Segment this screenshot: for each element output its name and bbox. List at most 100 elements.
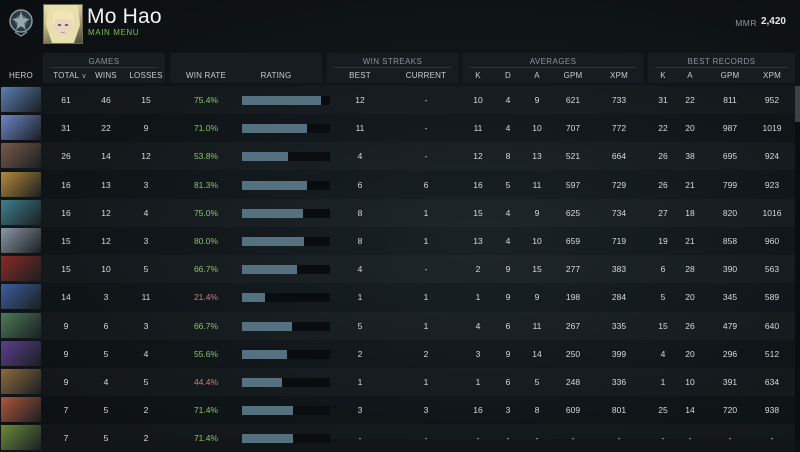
table-row[interactable]: 7 5 2 71.4% 3 3 16 3 8 609 801 25 14 720 938 — [0, 396, 795, 424]
win-rate-cell: 71.4% — [193, 433, 219, 444]
wins-cell: 5 — [103, 405, 109, 416]
table-row[interactable]: 7 5 2 71.4% - - - - - - - - - - - — [0, 424, 795, 452]
best-xpm-cell: 938 — [764, 405, 780, 416]
losses-cell: 2 — [143, 433, 149, 444]
averages-group-label: AVERAGES — [529, 57, 577, 66]
best-xpm-cell: 924 — [764, 151, 780, 162]
best-assists-cell: 18 — [685, 207, 695, 218]
avg-xpm-cell: 399 — [611, 348, 627, 359]
hero-portrait-icon[interactable] — [1, 425, 41, 451]
column-header-hero[interactable]: HERO — [9, 71, 33, 80]
column-header-rating[interactable]: RATING — [260, 71, 292, 80]
table-row[interactable]: 9 6 3 66.7% 5 1 4 6 11 267 335 15 26 479 640 — [0, 312, 795, 340]
table-row[interactable]: 15 10 5 66.7% 4 - 2 9 15 277 383 6 28 390 563 — [0, 255, 795, 283]
current-streak-cell: - — [424, 264, 428, 275]
rating-bar-fill — [242, 293, 265, 303]
hero-portrait-icon[interactable] — [1, 87, 41, 112]
losses-cell: 3 — [143, 320, 149, 331]
scrollbar-thumb[interactable] — [795, 86, 800, 122]
best-gpm-cell: 820 — [722, 207, 738, 218]
current-streak-cell: 1 — [423, 207, 429, 218]
avg-assists-cell: 14 — [532, 348, 542, 359]
table-row[interactable]: 9 5 4 55.6% 2 2 3 9 14 250 399 4 20 296 512 — [0, 340, 795, 368]
avg-deaths-cell: 8 — [505, 151, 511, 162]
column-header-current-streak[interactable]: CURRENT — [405, 71, 447, 80]
losses-cell: 5 — [143, 377, 149, 387]
best-xpm-cell: 1019 — [762, 123, 782, 134]
table-row[interactable]: 16 12 4 75.0% 8 1 15 4 9 625 734 27 18 820 1016 — [0, 199, 795, 227]
avg-gpm-cell: 609 — [565, 405, 581, 416]
column-header-avg-assists[interactable]: A — [534, 71, 540, 80]
rating-group-panel — [170, 53, 322, 83]
column-header-best-kills[interactable]: K — [660, 71, 666, 80]
best-assists-cell: - — [688, 433, 692, 444]
best-xpm-cell: 923 — [764, 179, 780, 190]
avg-gpm-cell: 625 — [565, 207, 581, 218]
table-row[interactable]: 15 12 3 80.0% 8 1 13 4 10 659 719 19 21 858 960 — [0, 227, 795, 255]
total-games-cell: 14 — [61, 292, 71, 303]
rating-bar-fill — [242, 237, 304, 246]
best-assists-cell: 14 — [685, 405, 695, 416]
table-row[interactable]: 9 4 5 44.4% 1 1 1 6 5 248 336 1 10 391 634 — [0, 368, 795, 396]
rating-bar-fill — [242, 180, 307, 190]
table-row[interactable]: 26 14 12 53.8% 4 - 12 8 13 521 664 26 38 695 924 — [0, 142, 795, 170]
hero-portrait-icon[interactable] — [1, 284, 41, 310]
avg-assists-cell: 8 — [534, 405, 540, 416]
column-header-best-gpm[interactable]: GPM — [720, 71, 740, 80]
column-header-wins[interactable]: WINS — [95, 71, 117, 80]
averages-group-panel — [463, 53, 643, 83]
best-kills-cell: 26 — [658, 179, 668, 190]
mmr-label: MMR — [735, 18, 757, 28]
table-row[interactable]: 31 22 9 71.0% 11 - 11 4 10 707 772 22 20 987 1019 — [0, 114, 795, 142]
best-assists-cell: 26 — [685, 320, 695, 331]
hero-portrait-icon[interactable] — [1, 171, 41, 197]
avatar[interactable] — [43, 4, 83, 44]
main-menu-link[interactable]: MAIN MENU — [88, 28, 140, 37]
win-rate-cell: 66.7% — [193, 264, 219, 275]
wins-cell: 12 — [101, 207, 111, 218]
best-xpm-cell: 634 — [764, 377, 780, 387]
hero-portrait-icon[interactable] — [1, 199, 41, 225]
hero-portrait-icon[interactable] — [1, 228, 41, 253]
column-header-total[interactable]: TOTAL ∨ — [48, 71, 92, 80]
hero-portrait-icon[interactable] — [1, 340, 41, 366]
profile-header: Mo Hao MAIN MENU MMR 2,420 — [0, 0, 800, 46]
rating-bar-fill — [242, 152, 288, 162]
column-header-best-xpm[interactable]: XPM — [763, 71, 781, 80]
avg-kills-cell: 11 — [473, 123, 483, 134]
column-header-avg-kills[interactable]: K — [475, 71, 481, 80]
total-games-cell: 31 — [61, 123, 71, 134]
column-header-avg-deaths[interactable]: D — [505, 71, 511, 80]
column-header-best-assists[interactable]: A — [687, 71, 693, 80]
column-header-win-rate[interactable]: WIN RATE — [185, 71, 227, 80]
scrollbar[interactable] — [795, 86, 800, 439]
column-header-best-streak[interactable]: BEST — [349, 71, 371, 80]
current-streak-cell: 3 — [423, 405, 429, 416]
table-row[interactable]: 14 3 11 21.4% 1 1 1 9 9 198 284 5 20 345 589 — [0, 283, 795, 311]
hero-portrait-icon[interactable] — [1, 143, 41, 169]
hero-portrait-icon[interactable] — [1, 397, 41, 423]
total-games-cell: 9 — [63, 348, 69, 359]
hero-portrait-icon[interactable] — [1, 369, 41, 394]
column-header-losses[interactable]: LOSSES — [129, 71, 163, 80]
win-streaks-group-label: WIN STREAKS — [362, 57, 423, 66]
losses-cell: 3 — [143, 179, 149, 190]
avg-kills-cell: 2 — [475, 264, 481, 275]
rating-bar-fill — [242, 265, 297, 275]
column-header-avg-xpm[interactable]: XPM — [610, 71, 628, 80]
hero-portrait-icon[interactable] — [1, 256, 41, 282]
total-games-cell: 7 — [63, 433, 69, 444]
best-gpm-cell: 391 — [722, 377, 738, 387]
hero-portrait-icon[interactable] — [1, 115, 41, 141]
avg-kills-cell: 3 — [475, 348, 481, 359]
hero-portrait-icon[interactable] — [1, 312, 41, 338]
table-row[interactable]: 16 13 3 81.3% 6 6 16 5 11 597 729 26 21 799 923 — [0, 171, 795, 199]
table-row[interactable]: 61 46 15 75.4% 12 - 10 4 9 621 733 31 22 811 952 — [0, 86, 795, 114]
wins-cell: 6 — [103, 320, 109, 331]
best-streak-cell: 4 — [357, 151, 363, 162]
avg-assists-cell: 11 — [532, 179, 542, 190]
current-streak-cell: 6 — [423, 179, 429, 190]
best-assists-cell: 20 — [685, 123, 695, 134]
column-header-avg-gpm[interactable]: GPM — [563, 71, 583, 80]
best-kills-cell: 4 — [660, 348, 666, 359]
